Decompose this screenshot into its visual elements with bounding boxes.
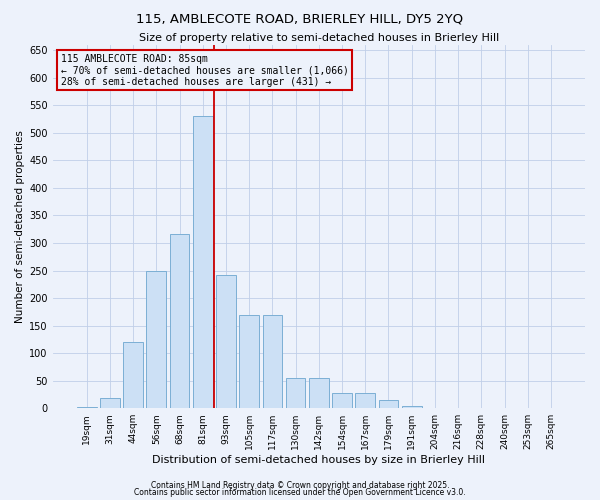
Bar — [286, 378, 305, 408]
Bar — [309, 378, 329, 408]
Bar — [355, 393, 375, 408]
Bar — [170, 234, 190, 408]
Text: 115, AMBLECOTE ROAD, BRIERLEY HILL, DY5 2YQ: 115, AMBLECOTE ROAD, BRIERLEY HILL, DY5 … — [136, 12, 464, 26]
Bar — [123, 342, 143, 408]
Bar — [263, 314, 282, 408]
Text: Contains HM Land Registry data © Crown copyright and database right 2025.: Contains HM Land Registry data © Crown c… — [151, 480, 449, 490]
Bar — [77, 406, 97, 408]
Bar — [100, 398, 120, 408]
Bar — [193, 116, 212, 408]
Y-axis label: Number of semi-detached properties: Number of semi-detached properties — [15, 130, 25, 323]
X-axis label: Distribution of semi-detached houses by size in Brierley Hill: Distribution of semi-detached houses by … — [152, 455, 485, 465]
Text: 115 AMBLECOTE ROAD: 85sqm
← 70% of semi-detached houses are smaller (1,066)
28% : 115 AMBLECOTE ROAD: 85sqm ← 70% of semi-… — [61, 54, 349, 87]
Bar — [216, 275, 236, 408]
Bar — [332, 393, 352, 408]
Title: Size of property relative to semi-detached houses in Brierley Hill: Size of property relative to semi-detach… — [139, 32, 499, 42]
Text: Contains public sector information licensed under the Open Government Licence v3: Contains public sector information licen… — [134, 488, 466, 497]
Bar — [146, 270, 166, 408]
Bar — [239, 314, 259, 408]
Bar — [402, 406, 422, 408]
Bar — [379, 400, 398, 408]
